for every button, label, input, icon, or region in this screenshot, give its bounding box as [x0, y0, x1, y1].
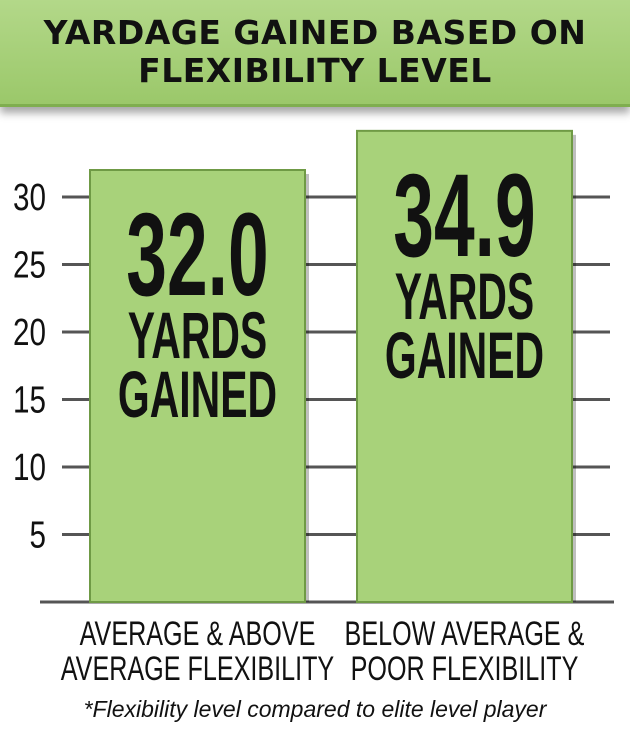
y-tick-label-5: 5: [30, 514, 46, 556]
category-label-1-line-1: AVERAGE & ABOVE: [80, 615, 316, 653]
category-label-2-line-2: POOR FLEXIBILITY: [351, 650, 579, 688]
category-label-2-line-1: BELOW AVERAGE &: [345, 615, 585, 653]
bar-2: [356, 129, 573, 603]
chart-title: YARDAGE GAINED BASED ON FLEXIBILITY LEVE…: [43, 13, 587, 90]
y-axis-ticks: 5 10 15 20 25 30: [13, 177, 46, 557]
bar-1: [89, 169, 306, 603]
category-label-1-line-2: AVERAGE FLEXIBILITY: [61, 650, 334, 688]
bar-gained-label-2: GAINED: [385, 318, 544, 393]
y-tick-label-20: 20: [13, 312, 46, 354]
footnote: *Flexibility level compared to elite lev…: [83, 696, 547, 722]
title-banner: YARDAGE GAINED BASED ON FLEXIBILITY LEVE…: [0, 0, 630, 107]
y-tick-label-25: 25: [13, 244, 46, 286]
bars: [89, 129, 576, 603]
bar-value-label-1: 32.0: [126, 188, 268, 320]
y-tick-label-30: 30: [13, 177, 46, 219]
y-tick-label-15: 15: [13, 379, 46, 421]
bar-yards-label-1: YARDS: [128, 298, 267, 373]
y-tick-label-10: 10: [13, 447, 46, 489]
bar-gained-label-1: GAINED: [118, 357, 277, 432]
bar-yards-label-2: YARDS: [395, 259, 534, 334]
bar-value-label-2: 34.9: [393, 149, 535, 281]
